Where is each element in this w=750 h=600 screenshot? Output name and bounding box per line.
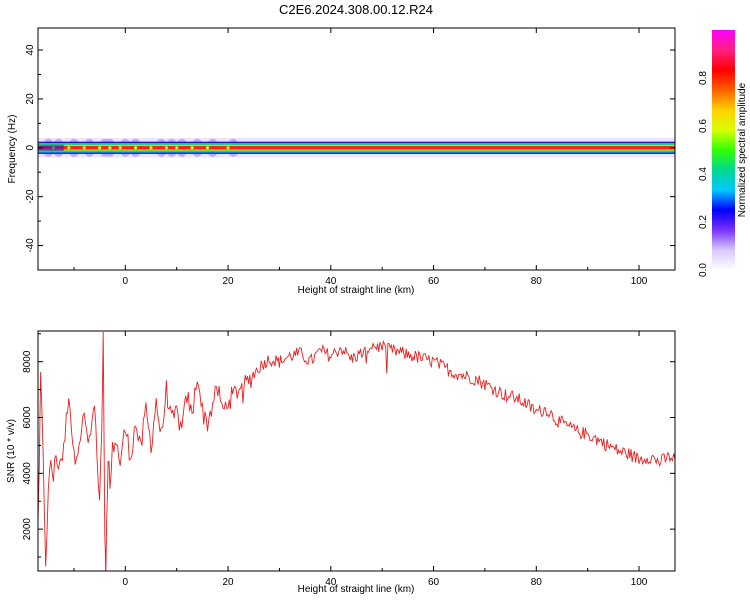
- colorbar: 0.0 0.2 0.4 0.6 0.8 Normalized spectral ampl…: [698, 30, 748, 277]
- x-tick-label: 60: [428, 276, 440, 287]
- x-tick-label: 20: [223, 276, 235, 287]
- x-tick-label: 100: [631, 276, 648, 287]
- colorbar-gradient: [712, 30, 735, 270]
- snr-y-tick-label: 4000: [22, 462, 33, 485]
- snr-y-tick-label: 8000: [22, 350, 33, 373]
- colorbar-tick-label: 0.6: [698, 119, 709, 133]
- ridge-dot: [98, 146, 102, 150]
- spectrogram-frame: [37, 27, 676, 271]
- snr-y-tick-label: 6000: [22, 406, 33, 429]
- snr-x-tick-label: 20: [223, 577, 235, 588]
- x-tick-label: 80: [531, 276, 543, 287]
- ridge-dot: [175, 146, 179, 150]
- colorbar-label: Normalized spectral amplitude: [737, 82, 748, 217]
- spectrogram-y-axis-label: Frequency (Hz): [7, 115, 18, 184]
- ridge-dot: [164, 146, 169, 150]
- snr-x-tick-label: 80: [531, 577, 543, 588]
- x-tick-label: 0: [123, 276, 129, 287]
- band-left-segment: [38, 144, 64, 151]
- ridge-dot: [190, 146, 194, 150]
- snr-x-tick-label: 40: [325, 577, 337, 588]
- ridge-dot: [82, 146, 86, 150]
- ridge-dot: [67, 146, 71, 150]
- colorbar-tick-label: 0.8: [698, 71, 709, 85]
- snr-x-tick-label: 100: [631, 577, 648, 588]
- band-layer: [38, 146, 675, 150]
- y-tick-label: -40: [25, 238, 36, 253]
- ridge-dot: [149, 146, 153, 150]
- ridge-dot: [108, 146, 112, 150]
- figure-title: C2E6.2024.308.00.12.R24: [279, 2, 433, 17]
- colorbar-tick-label: 0.2: [698, 215, 709, 229]
- ridge-dot: [134, 146, 138, 150]
- snr-marks: [38, 331, 675, 571]
- ridge-dot: [118, 146, 122, 150]
- ridge-dot: [205, 146, 210, 150]
- snr-panel: 0 20 40 60 80 100 2000 4000 6000 8000 Height of s…: [6, 330, 676, 595]
- snr-ticks: 0 20 40 60 80 100 2000 4000 6000 8000: [22, 331, 675, 588]
- spectrogram-panel: 0 20 40 60 80 100 -40 -20 0 20 40 Height of straig…: [7, 27, 676, 296]
- snr-x-tick-label: 60: [428, 577, 440, 588]
- colorbar-ticks: 0.0 0.2 0.4 0.6 0.8: [698, 71, 709, 277]
- y-tick-label: 0: [25, 145, 36, 151]
- y-tick-label: 20: [25, 93, 36, 105]
- spectrogram-marks: [38, 138, 675, 158]
- y-tick-label: 40: [25, 44, 36, 56]
- snr-line: [38, 331, 675, 571]
- snr-y-axis-label: SNR (10 * v/v): [6, 419, 17, 483]
- x-tick-label: 40: [325, 276, 337, 287]
- y-tick-label: -20: [25, 189, 36, 204]
- snr-x-axis-label: Height of straight line (km): [298, 584, 415, 595]
- colorbar-tick-label: 0.4: [698, 167, 709, 181]
- ridge-dot: [226, 146, 230, 150]
- snr-x-tick-label: 0: [123, 577, 129, 588]
- spectrogram-ticks: 0 20 40 60 80 100 -40 -20 0 20 40: [25, 28, 675, 287]
- snr-frame: [37, 330, 676, 572]
- colorbar-tick-label: 0.0: [698, 263, 709, 277]
- spectrogram-x-axis-label: Height of straight line (km): [298, 285, 415, 296]
- snr-y-tick-label: 2000: [22, 518, 33, 541]
